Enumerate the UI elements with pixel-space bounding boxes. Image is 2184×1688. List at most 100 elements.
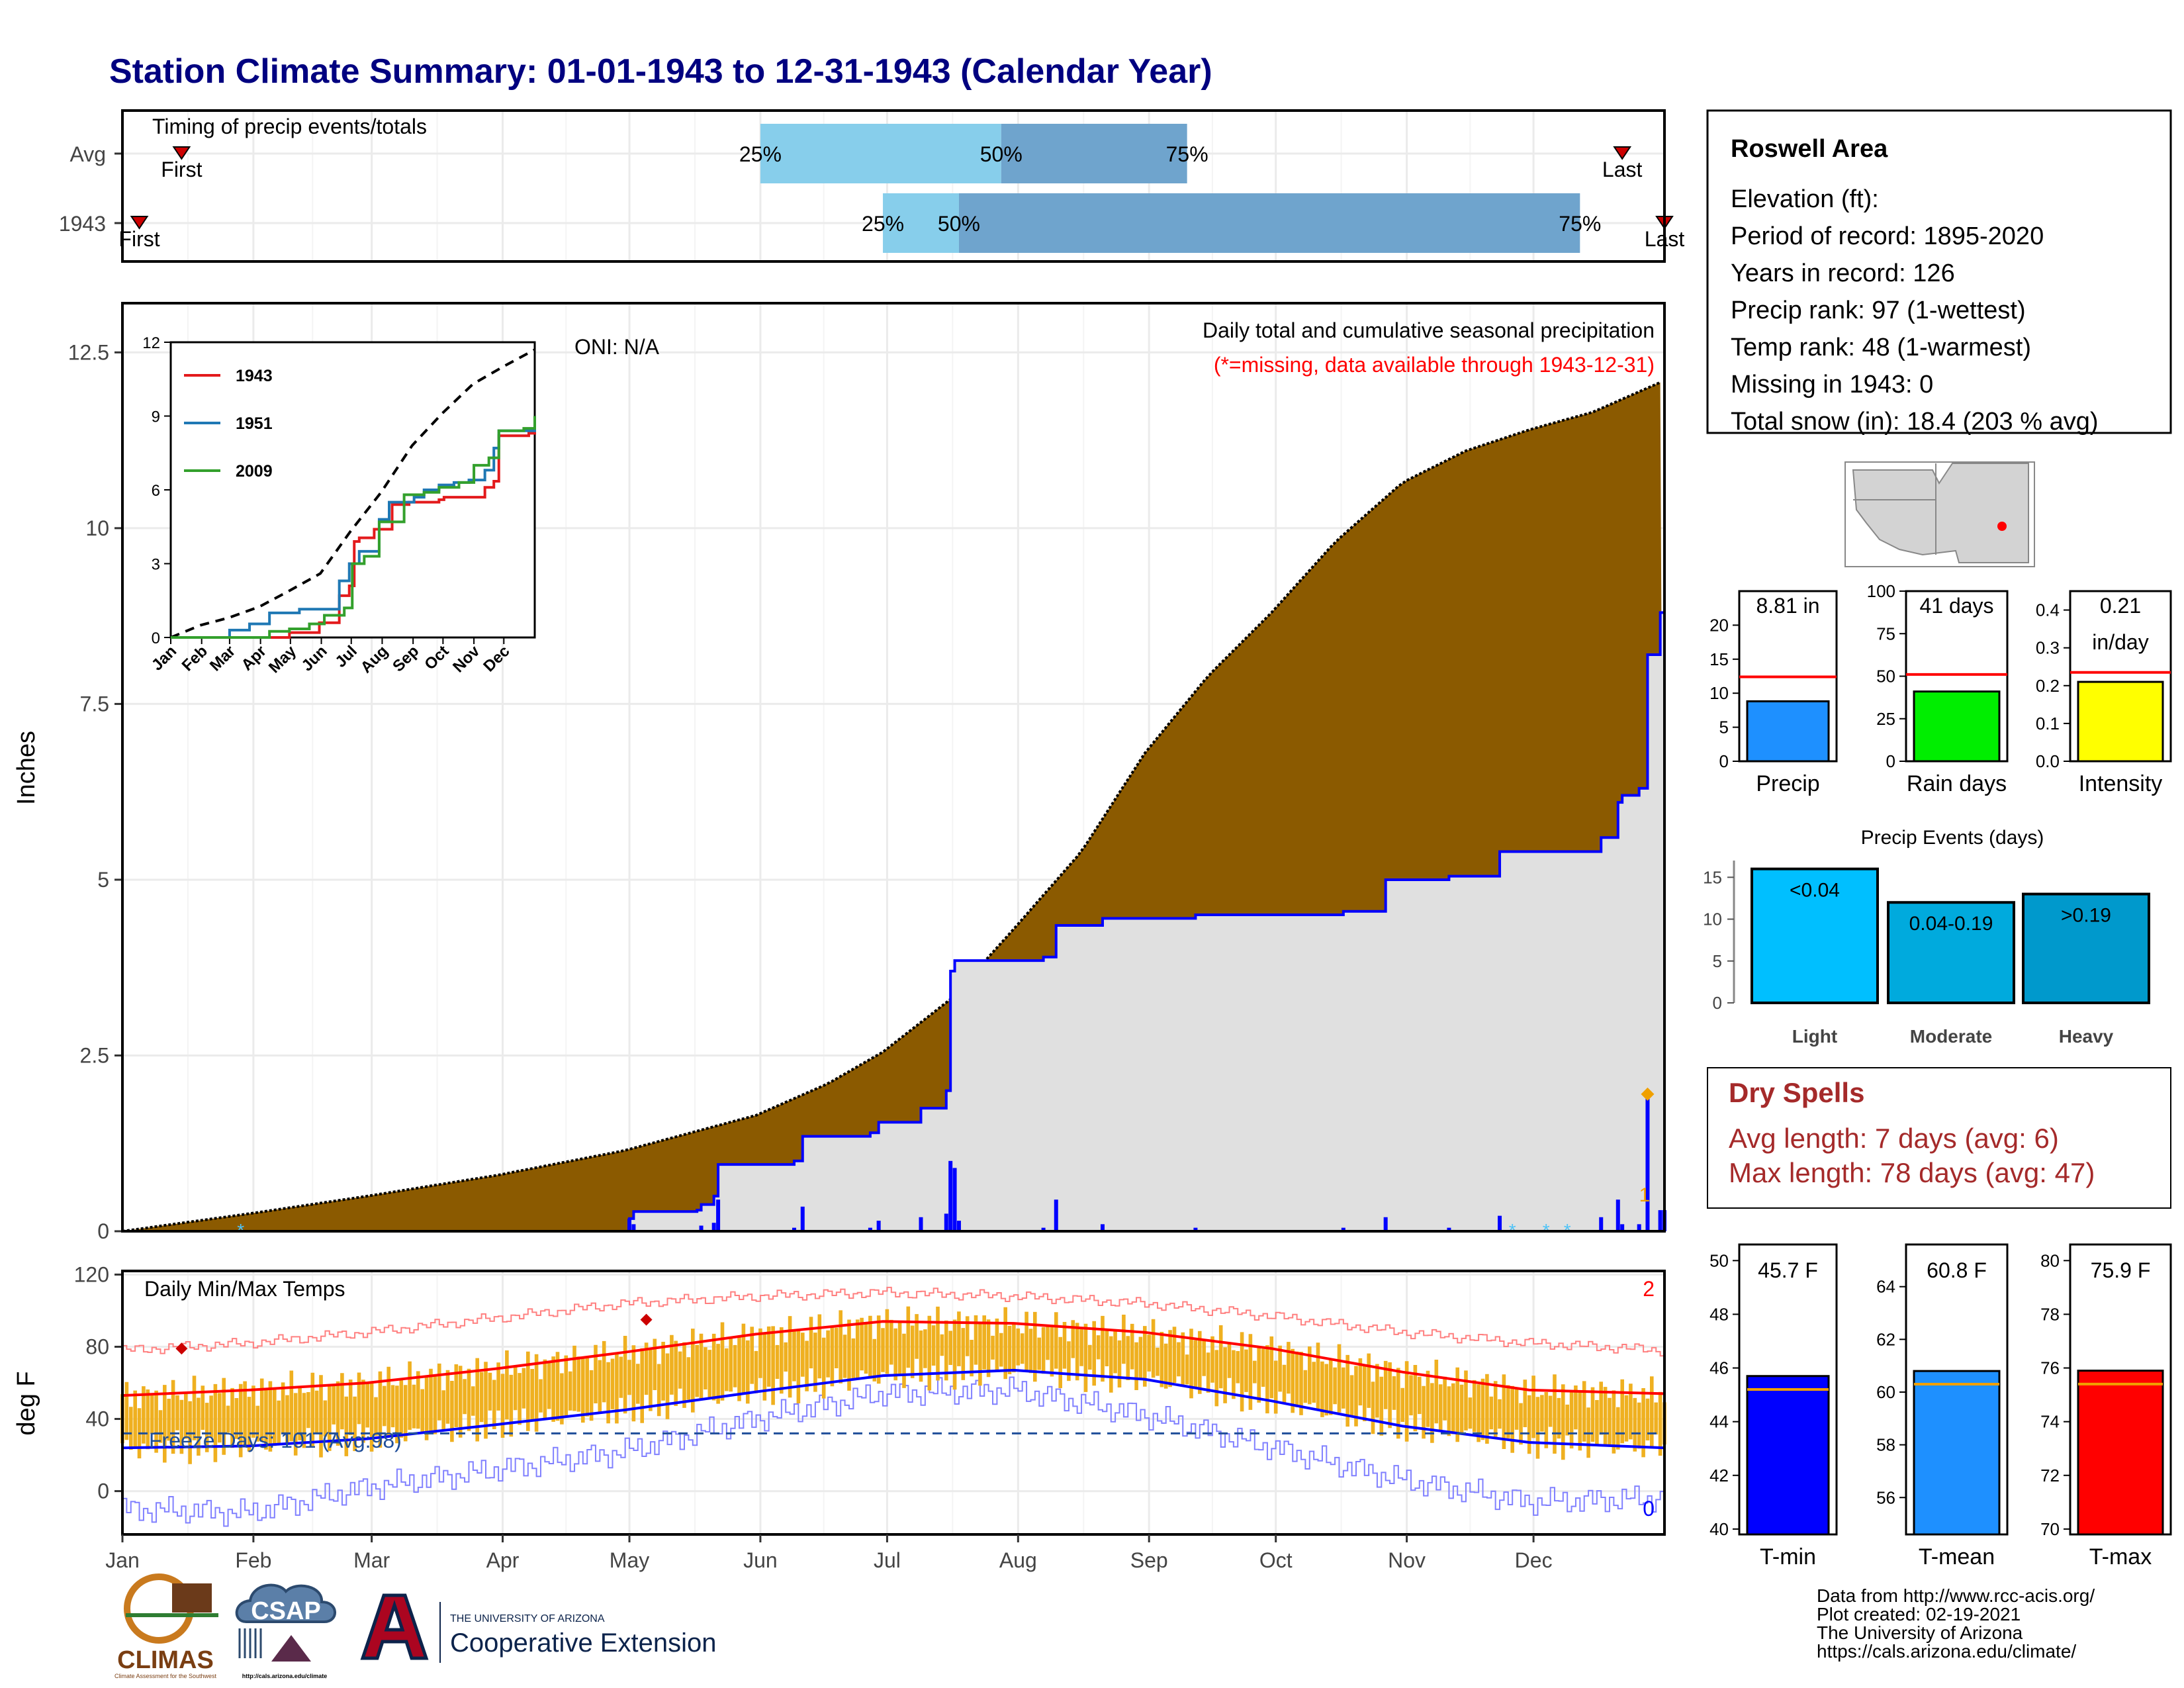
csap-logo-text: CSAP xyxy=(251,1597,321,1625)
timing-first-marker xyxy=(130,216,149,230)
x-axis-month-label: Mar xyxy=(353,1548,390,1572)
precip-panel-title: Daily total and cumulative seasonal prec… xyxy=(1203,318,1655,342)
timing-frame xyxy=(121,109,1666,263)
inset-legend-label: 1943 xyxy=(236,367,273,385)
daily-precip-bar xyxy=(716,1199,721,1231)
daily-precip-bar xyxy=(956,1221,961,1231)
x-axis-month-label: May xyxy=(610,1548,649,1572)
temp-summary-y-tick-label: 50 xyxy=(1709,1250,1729,1270)
normal-max-line xyxy=(122,1320,1665,1397)
summary-bar-charts: 0 5 10 15 20 8.81 in Precip 0 25 50 75 100 41 days Ra… xyxy=(1709,581,2172,796)
record-high-marker xyxy=(640,1313,653,1326)
record-high-marker xyxy=(175,1342,188,1355)
temp-y-axis-label: deg F xyxy=(13,1371,40,1435)
station-info-box: Roswell Area Elevation (ft): Period of rec… xyxy=(1706,109,2172,436)
station-info-line: Temp rank: 48 (1-warmest) xyxy=(1731,334,2031,361)
temp-summary-y-tick-label: 48 xyxy=(1709,1304,1729,1324)
missing-note: (*=missing, data available through 1943-… xyxy=(1214,353,1655,377)
summary-bar-Precip xyxy=(1746,700,1830,763)
timing-pct-label: 25% xyxy=(739,142,782,166)
summary-bar-Intensity xyxy=(2077,680,2164,763)
event-bar-name: Light xyxy=(1792,1026,1837,1047)
temp-summary-y-tick-label: 46 xyxy=(1709,1358,1729,1378)
temp-frame xyxy=(121,1270,1666,1536)
x-axis-month-label: Jul xyxy=(874,1548,901,1572)
station-info-line: Period of record: 1895-2020 xyxy=(1731,222,2044,250)
timing-row-label: 1943 xyxy=(59,212,106,236)
event-bar-name: Moderate xyxy=(1910,1026,1992,1047)
event-bar-moderate xyxy=(1887,901,2015,1005)
summary-value-unit: in/day xyxy=(2092,630,2148,654)
freeze-days-label: Freeze Days: 101 (Avg:98) xyxy=(149,1429,402,1452)
temp-summary-y-tick-label: 42 xyxy=(1709,1466,1729,1485)
station-info-line: Missing in 1943: 0 xyxy=(1731,371,1933,399)
timing-pct-label: 25% xyxy=(862,212,904,236)
event-bar-label: 0.04-0.19 xyxy=(1909,913,1993,935)
timing-bar-50-75 xyxy=(1001,124,1187,183)
summary-y-tick-label: 50 xyxy=(1876,667,1895,686)
station-info-line: Total snow (in): 18.4 (203 % avg) xyxy=(1731,408,2099,436)
daily-precip-bar xyxy=(711,1223,716,1231)
timing-first-marker xyxy=(172,146,191,160)
daily-precip-bar xyxy=(1658,1210,1662,1231)
timing-label: Timing of precip events/totals xyxy=(152,115,427,138)
daily-precip-bar xyxy=(792,1227,796,1231)
events-y-tick-label: 5 xyxy=(1713,951,1722,971)
daily-precip-bar xyxy=(627,1218,632,1231)
summary-y-tick-label: 0.2 xyxy=(2036,676,2060,696)
daily-precip-bar xyxy=(1100,1224,1105,1231)
summary-value-label: 41 days xyxy=(1919,594,1993,618)
x-axis-month-label: Jan xyxy=(105,1548,140,1572)
summary-y-tick-label: 0.4 xyxy=(2036,600,2060,620)
inset-y-tick-label: 9 xyxy=(152,408,160,426)
daily-precip-bar xyxy=(800,1206,805,1231)
daily-precip-bar xyxy=(868,1227,872,1231)
temp-summary-y-tick-label: 60 xyxy=(1876,1382,1895,1402)
event-bar-label: >0.19 xyxy=(2061,905,2111,927)
credit-line: Data from http://www.rcc-acis.org/ xyxy=(1817,1585,2095,1606)
climas-logo-text: CLIMAS xyxy=(117,1646,214,1674)
temp-summary-y-tick-label: 64 xyxy=(1876,1277,1895,1297)
temp-panel-title: Daily Min/Max Temps xyxy=(144,1277,345,1301)
timing-last-marker xyxy=(1613,146,1632,160)
daily-precip-bar xyxy=(1383,1217,1388,1231)
credit-line: The University of Arizona xyxy=(1817,1622,2023,1643)
inset-normal-line xyxy=(170,348,535,639)
temp-summary-bar-T-max xyxy=(2077,1370,2164,1536)
temp-summary-bar-T-mean xyxy=(1913,1370,2001,1536)
timing-bar-25-50 xyxy=(760,124,1001,183)
precip-y-tick-label: 7.5 xyxy=(80,692,109,716)
temp-summary-y-tick-label: 70 xyxy=(2040,1519,2060,1539)
events-y-tick-label: 0 xyxy=(1713,993,1722,1013)
csap-mountain-icon xyxy=(271,1635,311,1662)
timing-pct-label: 50% xyxy=(980,142,1023,166)
timing-panel: Timing of precip events/totals Avg 25% 50% 7… xyxy=(59,109,1684,263)
temp-summary-y-tick-label: 40 xyxy=(1709,1519,1729,1539)
temp-summary-y-tick-label: 78 xyxy=(2040,1304,2060,1324)
dry-spells-box: Dry Spells Avg length: 7 days (avg: 6)Max… xyxy=(1707,1067,2171,1209)
precip-y-tick-label: 12.5 xyxy=(68,340,109,364)
precip-y-tick-label: 5 xyxy=(97,868,109,892)
precip-y-tick-label: 0 xyxy=(97,1219,109,1243)
station-info-line: Precip rank: 97 (1-wettest) xyxy=(1731,297,2026,324)
timing-bar-50-75 xyxy=(958,193,1580,253)
dry-spells-frame xyxy=(1707,1067,2171,1209)
daily-precip-bar xyxy=(919,1217,923,1231)
inset-y-tick-label: 12 xyxy=(142,334,160,352)
precip-y-tick-label: 10 xyxy=(85,516,109,540)
normal-cumulative-edge xyxy=(122,381,1661,1233)
temp-summary-y-tick-label: 58 xyxy=(1876,1435,1895,1455)
ua-logo-main-text: Cooperative Extension xyxy=(450,1628,716,1658)
temp-summary-y-tick-label: 74 xyxy=(2040,1412,2060,1432)
temp-summary-y-tick-label: 56 xyxy=(1876,1487,1895,1507)
oni-label: ONI: N/A xyxy=(574,335,660,359)
x-axis-month-label: Sep xyxy=(1130,1548,1168,1572)
dry-spells-line: Avg length: 7 days (avg: 6) xyxy=(1729,1123,2059,1154)
daily-precip-bar xyxy=(699,1225,704,1231)
actual-cumulative-area xyxy=(122,612,1664,1231)
temp-y-tick-label: 120 xyxy=(74,1262,109,1286)
record-min-line xyxy=(122,1376,1665,1527)
summary-bar-name: Intensity xyxy=(2079,771,2163,796)
location-map xyxy=(1844,461,2035,567)
